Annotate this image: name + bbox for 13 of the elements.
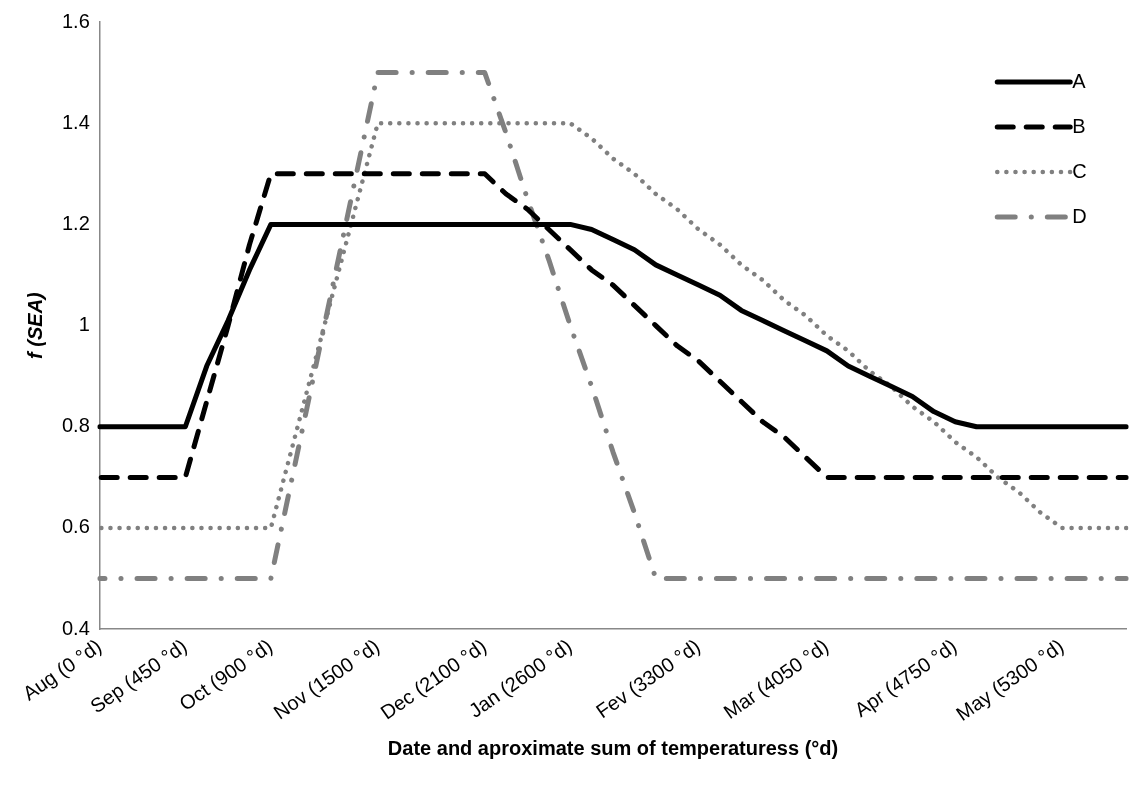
y-axis-title: f (SEA) [23, 291, 46, 359]
y-tick-label: 0.8 [61, 414, 90, 437]
y-tick-label: 1 [78, 313, 90, 336]
legend-label: B [1072, 114, 1086, 137]
legend-label: D [1072, 204, 1087, 227]
y-tick-label: 1.4 [61, 110, 90, 133]
y-tick-label: 1.6 [61, 9, 90, 32]
y-tick-label: 1.2 [61, 211, 90, 234]
y-tick-label: 0.6 [61, 515, 90, 538]
y-tick-label: 0.4 [61, 616, 90, 639]
legend-label: C [1072, 159, 1087, 182]
legend-label: A [1072, 69, 1087, 92]
x-axis-title: Date and aproximate sum of temperaturess (°d) [387, 736, 839, 759]
